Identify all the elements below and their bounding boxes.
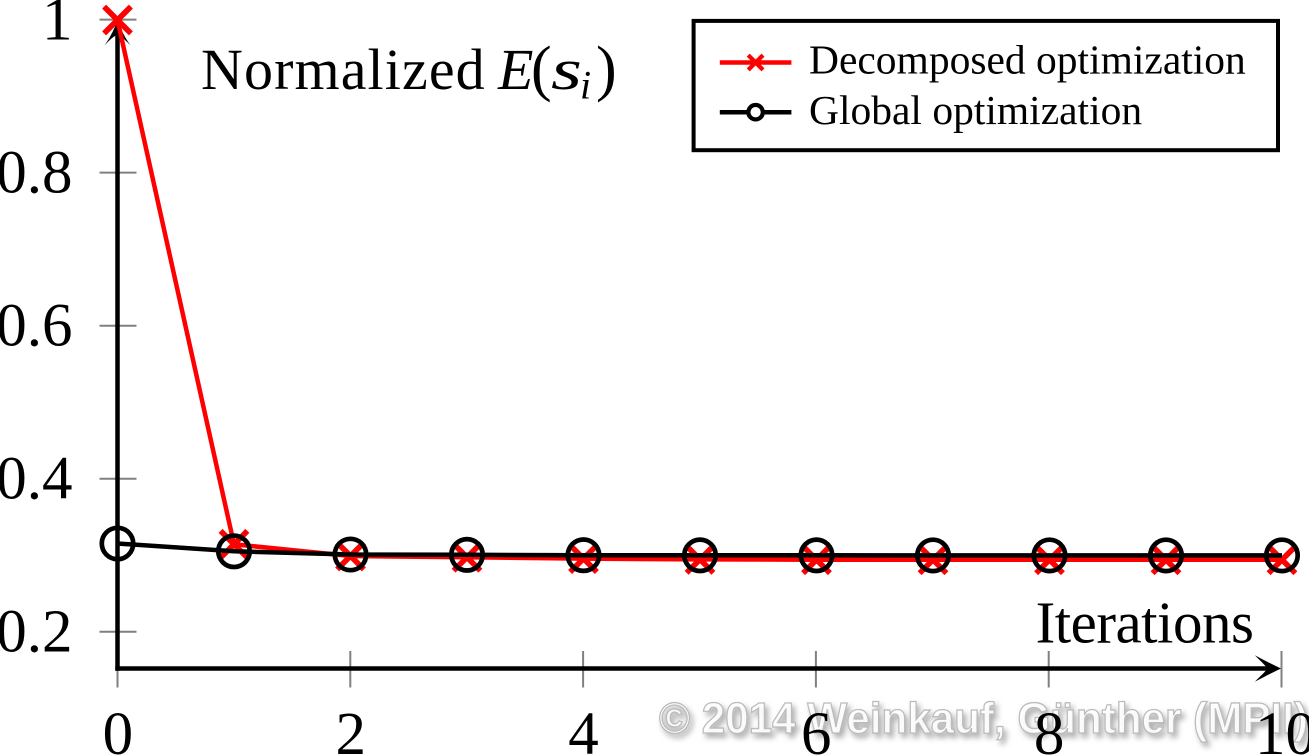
svg-text:0.8: 0.8 (0, 139, 73, 206)
svg-text:Normalized: Normalized (201, 37, 486, 102)
svg-text:4: 4 (568, 701, 599, 755)
svg-text:i: i (580, 63, 591, 108)
svg-text:© 2014 Weinkauf, Günther (MPII: © 2014 Weinkauf, Günther (MPII) (659, 694, 1308, 743)
svg-text:s: s (551, 37, 582, 102)
svg-text:E: E (497, 37, 533, 102)
svg-text:(: ( (531, 35, 552, 103)
svg-text:0.4: 0.4 (0, 446, 73, 513)
svg-text:2: 2 (335, 701, 366, 755)
svg-text:Decomposed optimization: Decomposed optimization (809, 37, 1246, 83)
svg-text:10: 10 (1255, 701, 1309, 755)
svg-text:): ) (596, 35, 617, 103)
svg-text:8: 8 (1034, 701, 1065, 755)
svg-text:0.6: 0.6 (0, 293, 73, 360)
svg-text:6: 6 (801, 701, 832, 755)
svg-text:Global optimization: Global optimization (809, 87, 1142, 133)
svg-text:0: 0 (103, 701, 134, 755)
svg-text:0.2: 0.2 (0, 599, 73, 666)
svg-text:Iterations: Iterations (1036, 590, 1254, 656)
svg-text:1: 1 (42, 0, 73, 53)
